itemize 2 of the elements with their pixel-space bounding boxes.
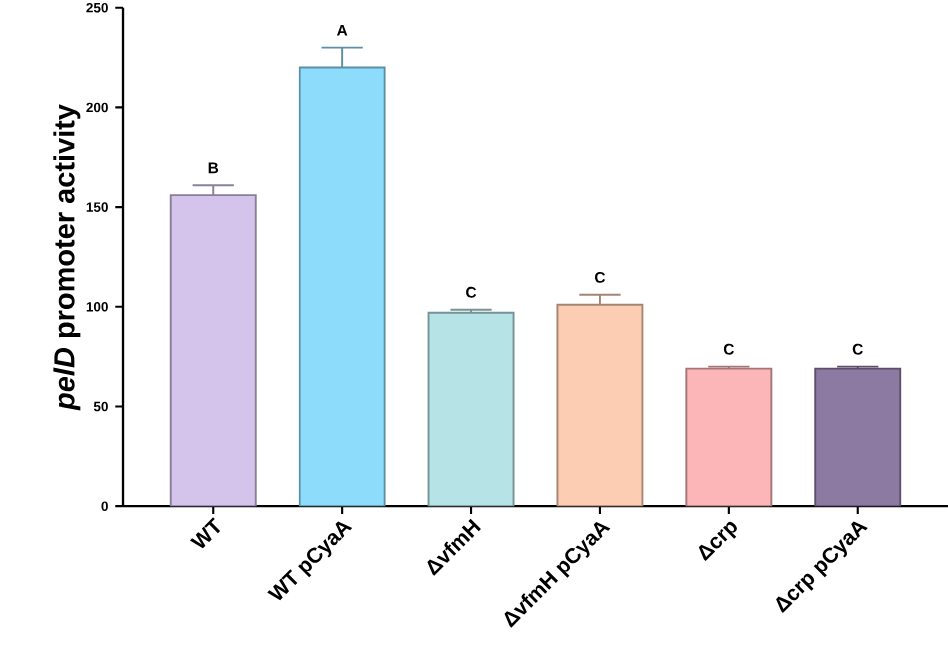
x-tick-label: WT <box>189 517 221 549</box>
y-axis-title: pelD promoter activity <box>53 103 81 411</box>
